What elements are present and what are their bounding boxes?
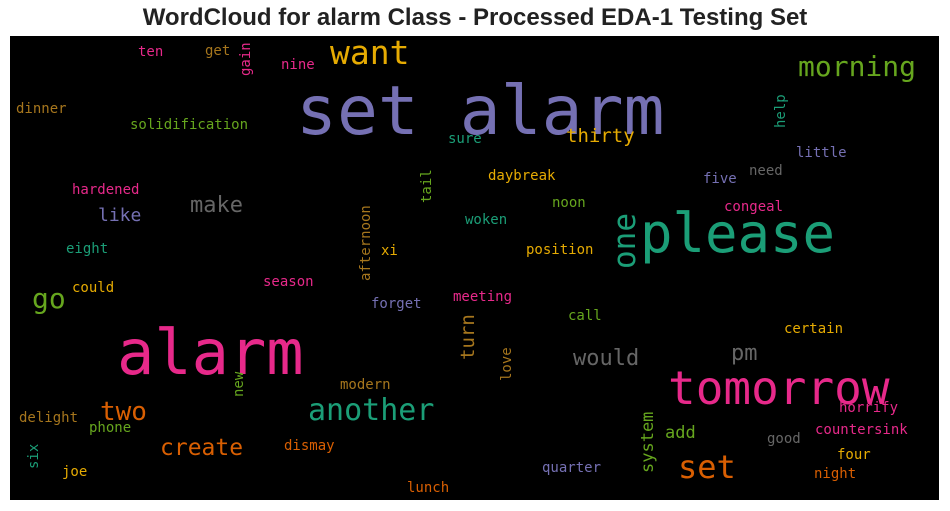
word-system: system [638, 411, 658, 473]
word-daybreak: daybreak [488, 168, 556, 184]
word-congeal: congeal [724, 199, 784, 215]
word-love: love [499, 347, 515, 381]
word-meeting: meeting [453, 289, 513, 305]
word-morning: morning [798, 50, 917, 83]
word-hardened: hardened [72, 182, 140, 198]
word-help: help [773, 94, 789, 128]
word-tomorrow: tomorrow [668, 361, 890, 415]
word-modern: modern [340, 377, 391, 393]
word-joe: joe [62, 464, 88, 480]
word-nine: nine [281, 57, 315, 73]
word-pm: pm [731, 341, 758, 366]
word-five: five [703, 171, 737, 187]
word-little: little [796, 145, 847, 161]
word-want: want [330, 36, 410, 72]
word-night: night [814, 466, 857, 482]
word-create: create [160, 435, 244, 461]
word-solidification: solidification [130, 117, 249, 133]
word-woken: woken [465, 212, 508, 228]
word-set-alarm: set alarm [296, 72, 665, 151]
word-one: one [607, 213, 643, 269]
word-four: four [837, 447, 871, 463]
word-noon: noon [552, 195, 586, 211]
word-delight: delight [19, 410, 79, 426]
word-dinner: dinner [16, 101, 67, 117]
word-alarm: alarm [117, 316, 304, 389]
word-ten: ten [138, 44, 164, 60]
word-new: new [231, 371, 247, 397]
word-season: season [263, 274, 314, 290]
word-like: like [98, 205, 142, 226]
word-certain: certain [784, 321, 844, 337]
word-horrify: horrify [839, 400, 899, 416]
word-make: make [190, 193, 243, 218]
word-xi: xi [381, 243, 398, 259]
word-tail: tail [419, 169, 435, 203]
word-get: get [205, 43, 231, 59]
word-would: would [573, 346, 640, 371]
word-add: add [665, 423, 696, 443]
word-dismay: dismay [284, 438, 335, 454]
chart-title: WordCloud for alarm Class - Processed ED… [142, 4, 808, 31]
word-quarter: quarter [542, 460, 602, 476]
word-countersink: countersink [815, 422, 908, 438]
word-sure: sure [448, 131, 482, 147]
word-good: good [767, 431, 801, 447]
word-call: call [568, 308, 602, 324]
word-another: another [308, 393, 435, 428]
word-gain: gain [238, 42, 254, 76]
word-need: need [749, 163, 783, 179]
word-eight: eight [66, 241, 109, 257]
word-afternoon: afternoon [358, 205, 374, 281]
word-could: could [72, 280, 115, 296]
word-position: position [526, 242, 594, 258]
word-go: go [32, 282, 66, 315]
word-two: two [100, 397, 147, 427]
word-thirty: thirty [566, 125, 635, 147]
word-please: please [640, 202, 836, 265]
word-lunch: lunch [407, 480, 450, 496]
word-turn: turn [457, 314, 479, 360]
word-six: six [26, 443, 42, 469]
word-phone: phone [89, 420, 132, 436]
word-cloud: set alarm alarm please tomorrow want mor… [10, 36, 939, 500]
word-set: set [678, 448, 736, 486]
word-forget: forget [371, 296, 422, 312]
